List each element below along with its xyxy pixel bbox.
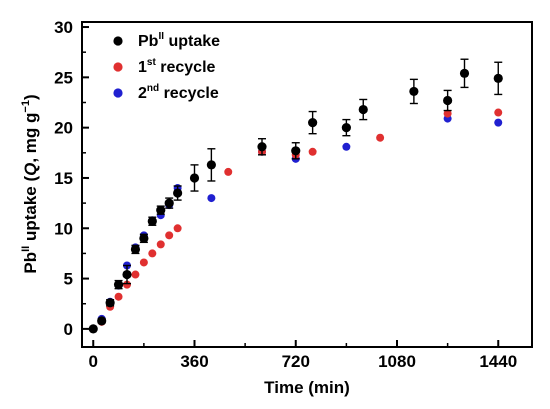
data-point: [130, 244, 141, 254]
data-point: [148, 249, 157, 258]
data-point: [409, 86, 419, 97]
data-point: [308, 147, 317, 156]
data-points: [88, 58, 503, 334]
y-tick-label: 30: [54, 18, 73, 37]
x-axis-title: Time (min): [264, 378, 350, 397]
x-tick-label: 0: [89, 352, 98, 371]
data-point: [443, 95, 453, 106]
data-point: [207, 194, 216, 203]
data-point: [173, 188, 183, 198]
data-point: [156, 205, 166, 215]
data-point: [165, 231, 174, 240]
data-point: [147, 216, 157, 226]
data-point: [113, 280, 124, 290]
data-point: [493, 73, 503, 83]
data-point: [156, 240, 165, 249]
series-0: [88, 58, 503, 334]
x-tick-label: 1080: [378, 352, 416, 371]
tick-labels: 0 360 720 1080 1440 0 5 10 15 20 25 30: [54, 18, 517, 371]
data-point: [131, 270, 140, 279]
x-tick-label: 1440: [479, 352, 517, 371]
legend-label: 1st recycle: [138, 57, 216, 76]
data-point: [122, 269, 132, 280]
data-point: [173, 224, 182, 233]
data-point: [494, 118, 503, 127]
x-tick-label: 360: [180, 352, 208, 371]
y-axis-title: PbII uptake (Q, mg g−1): [20, 94, 40, 273]
legend-marker: [113, 62, 123, 72]
data-point: [139, 258, 148, 267]
y-tick-label: 25: [54, 68, 73, 87]
data-point: [494, 108, 503, 117]
data-point: [341, 123, 351, 133]
data-point: [308, 118, 318, 128]
axis-ticks: [82, 26, 500, 347]
data-point: [206, 160, 216, 170]
y-tick-label: 20: [54, 119, 73, 138]
data-point: [164, 198, 174, 208]
legend-marker: [113, 88, 123, 98]
x-tick-label: 720: [282, 352, 310, 371]
y-tick-label: 10: [54, 219, 73, 238]
data-point: [358, 104, 368, 115]
legend-label: 2nd recycle: [138, 83, 219, 102]
y-tick-label: 0: [64, 320, 73, 339]
data-point: [459, 68, 470, 78]
data-point: [114, 292, 123, 301]
y-tick-label: 5: [64, 270, 73, 289]
data-point: [105, 298, 115, 308]
data-point: [123, 280, 131, 289]
data-point: [97, 316, 107, 326]
data-point: [88, 324, 98, 334]
data-point: [376, 133, 385, 142]
legend-marker: [113, 36, 123, 46]
data-point: [257, 142, 267, 152]
data-point: [291, 146, 301, 156]
data-point: [224, 167, 233, 176]
plot-frame: [81, 21, 533, 348]
legend: PbII uptake 1st recycle 2nd recycle: [113, 31, 220, 102]
y-tick-label: 15: [54, 169, 73, 188]
data-point: [443, 109, 452, 118]
data-point: [342, 142, 351, 151]
legend-label: PbII uptake: [138, 31, 220, 50]
data-point: [139, 233, 149, 243]
data-point: [189, 173, 200, 183]
